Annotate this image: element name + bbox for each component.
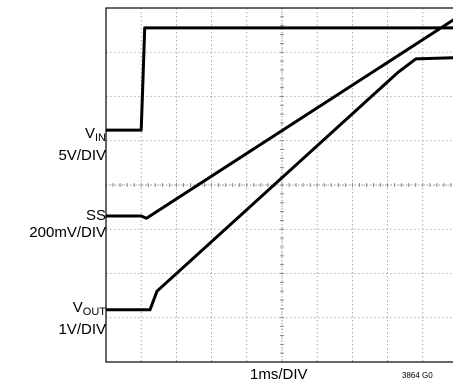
trace-vout xyxy=(106,56,453,312)
trace-label-vout: VOUT 1V/DIV xyxy=(58,299,106,338)
trace-ss xyxy=(106,18,453,220)
plot-border xyxy=(105,7,453,363)
x-axis-label: 1ms/DIV xyxy=(250,366,308,383)
trace-label-ss: SS 200mV/DIV xyxy=(29,207,106,241)
waveform-traces xyxy=(106,18,453,312)
figure-id: 3864 G0 xyxy=(402,371,433,380)
trace-vin xyxy=(106,26,453,132)
trace-label-vin: VIN 5V/DIV xyxy=(58,125,106,164)
grid xyxy=(105,7,453,363)
